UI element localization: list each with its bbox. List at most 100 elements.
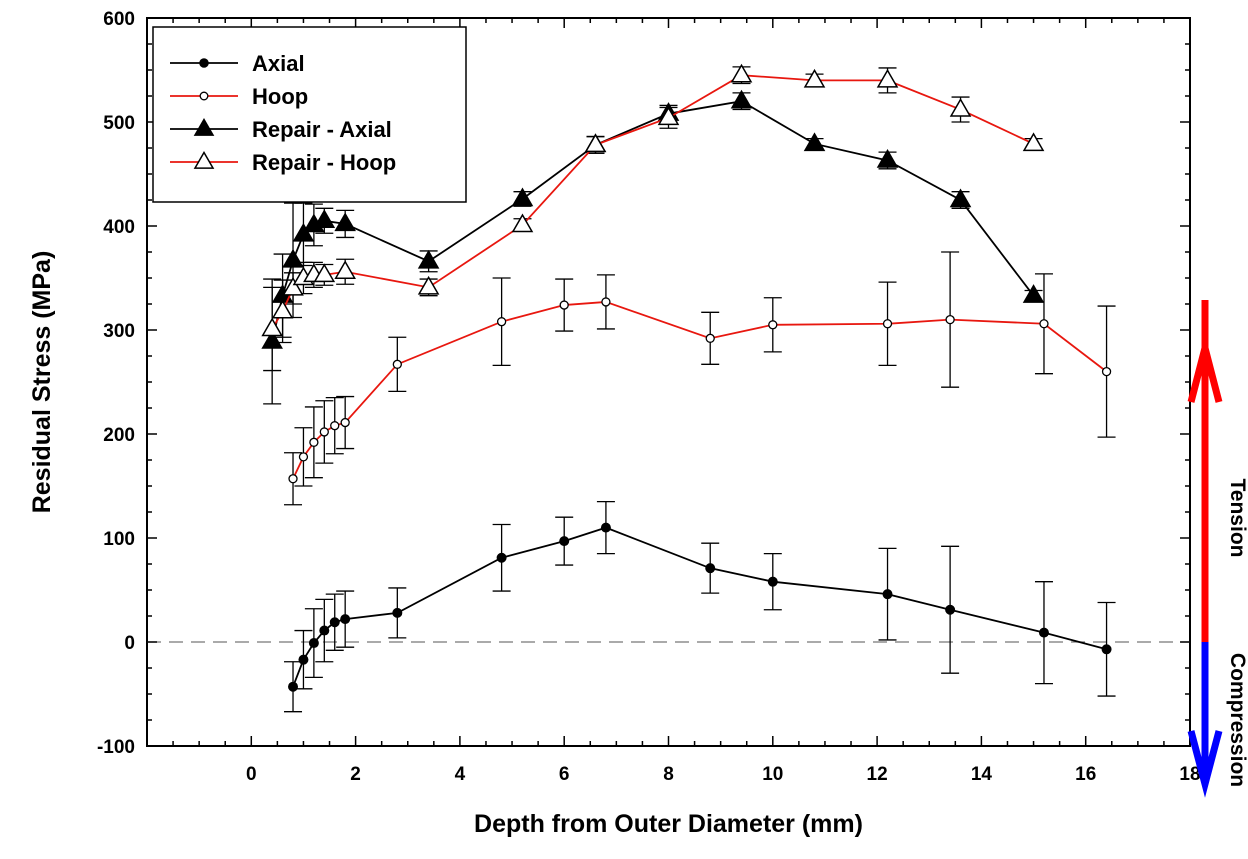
data-point bbox=[330, 421, 340, 431]
series-0 bbox=[284, 500, 1116, 713]
data-point bbox=[496, 552, 507, 563]
series-line bbox=[292, 526, 1107, 688]
data-point bbox=[767, 576, 778, 587]
y-axis: -100 0 100 200 300 400 500 600 bbox=[97, 9, 1190, 758]
x-tick-label: 16 bbox=[1075, 764, 1096, 785]
x-tick-label: 0 bbox=[246, 764, 257, 785]
data-point bbox=[945, 314, 955, 325]
tension-label: Tension bbox=[1226, 479, 1248, 558]
data-point bbox=[601, 297, 611, 307]
y-axis-title: Residual Stress (MPa) bbox=[28, 251, 56, 514]
y-tick-label: 400 bbox=[103, 217, 135, 238]
data-point bbox=[511, 213, 534, 233]
data-point bbox=[511, 187, 534, 207]
data-point bbox=[949, 98, 972, 117]
data-point bbox=[392, 359, 402, 369]
series-line bbox=[271, 100, 1035, 342]
data-point bbox=[876, 68, 899, 88]
legend-marker bbox=[193, 117, 215, 136]
data-point bbox=[282, 248, 304, 268]
y-tick-label: 200 bbox=[103, 425, 135, 446]
data-point bbox=[584, 133, 607, 153]
data-point bbox=[768, 320, 778, 330]
x-tick-label: 4 bbox=[455, 764, 466, 785]
data-point bbox=[1101, 366, 1112, 377]
data-point bbox=[298, 452, 309, 462]
y-tick-label: -100 bbox=[97, 737, 135, 758]
legend-marker bbox=[199, 91, 209, 101]
x-tick-label: 8 bbox=[663, 764, 674, 785]
x-tick-label: 2 bbox=[350, 764, 361, 785]
data-point bbox=[271, 299, 294, 319]
data-point bbox=[1038, 627, 1049, 638]
data-point bbox=[309, 437, 319, 447]
legend-label: Axial bbox=[252, 51, 305, 76]
series-layer bbox=[261, 63, 1116, 713]
data-point bbox=[319, 427, 329, 437]
data-point bbox=[600, 522, 611, 533]
data-point bbox=[282, 276, 304, 296]
data-point bbox=[949, 188, 972, 208]
legend-marker bbox=[199, 58, 209, 68]
data-point bbox=[313, 209, 336, 229]
legend-marker bbox=[193, 150, 215, 169]
y-tick-label: 600 bbox=[103, 9, 135, 30]
data-point bbox=[340, 417, 350, 428]
series-3 bbox=[261, 63, 1045, 372]
x-axis-title: Depth from Outer Diameter (mm) bbox=[474, 810, 863, 838]
x-tick-label: 14 bbox=[971, 764, 993, 785]
data-point bbox=[705, 563, 716, 574]
data-point bbox=[657, 106, 680, 126]
data-point bbox=[882, 319, 893, 329]
compression-label: Compression bbox=[1226, 653, 1248, 787]
data-point bbox=[417, 275, 440, 295]
data-point bbox=[313, 263, 336, 283]
data-point bbox=[340, 614, 351, 625]
data-point bbox=[261, 317, 283, 337]
data-point bbox=[288, 681, 299, 692]
data-point bbox=[298, 654, 309, 665]
legend-label: Hoop bbox=[252, 84, 308, 109]
data-point bbox=[803, 132, 826, 152]
y-tick-label: 0 bbox=[124, 633, 135, 654]
data-point bbox=[1022, 284, 1045, 303]
data-point bbox=[292, 222, 315, 242]
data-point bbox=[1101, 644, 1112, 655]
y-tick-label: 500 bbox=[103, 113, 135, 134]
data-point bbox=[945, 604, 956, 615]
tension-compression-indicator: Tension Compression bbox=[1187, 300, 1248, 798]
data-point bbox=[392, 607, 403, 618]
legend-label: Repair - Hoop bbox=[252, 150, 396, 175]
y-tick-label: 300 bbox=[103, 321, 135, 342]
x-tick-label: 18 bbox=[1179, 764, 1200, 785]
data-point bbox=[417, 249, 440, 269]
data-point bbox=[1022, 132, 1045, 152]
legend: Axial Hoop Repair - Axial Repair - Hoop bbox=[152, 26, 467, 203]
data-point bbox=[308, 638, 319, 649]
data-point bbox=[334, 260, 356, 280]
data-point bbox=[334, 212, 356, 232]
data-point bbox=[559, 300, 569, 310]
legend-box bbox=[152, 26, 467, 203]
y-tick-label: 100 bbox=[103, 529, 135, 550]
tension-arrowhead bbox=[1187, 334, 1223, 403]
data-point bbox=[730, 63, 753, 83]
x-tick-label: 6 bbox=[559, 764, 570, 785]
series-line bbox=[292, 301, 1108, 480]
data-point bbox=[705, 333, 715, 343]
legend-label: Repair - Axial bbox=[252, 117, 392, 142]
data-point bbox=[496, 317, 507, 327]
data-point bbox=[319, 625, 330, 636]
data-point bbox=[803, 68, 826, 88]
data-point bbox=[288, 474, 298, 484]
data-point bbox=[329, 617, 340, 628]
data-point bbox=[882, 589, 893, 600]
x-tick-label: 10 bbox=[762, 764, 783, 785]
data-point bbox=[559, 536, 570, 547]
x-tick-label: 12 bbox=[867, 764, 888, 785]
data-point bbox=[876, 148, 899, 168]
data-point bbox=[1039, 319, 1049, 329]
series-1 bbox=[284, 251, 1116, 506]
compression-arrowhead bbox=[1187, 730, 1223, 798]
